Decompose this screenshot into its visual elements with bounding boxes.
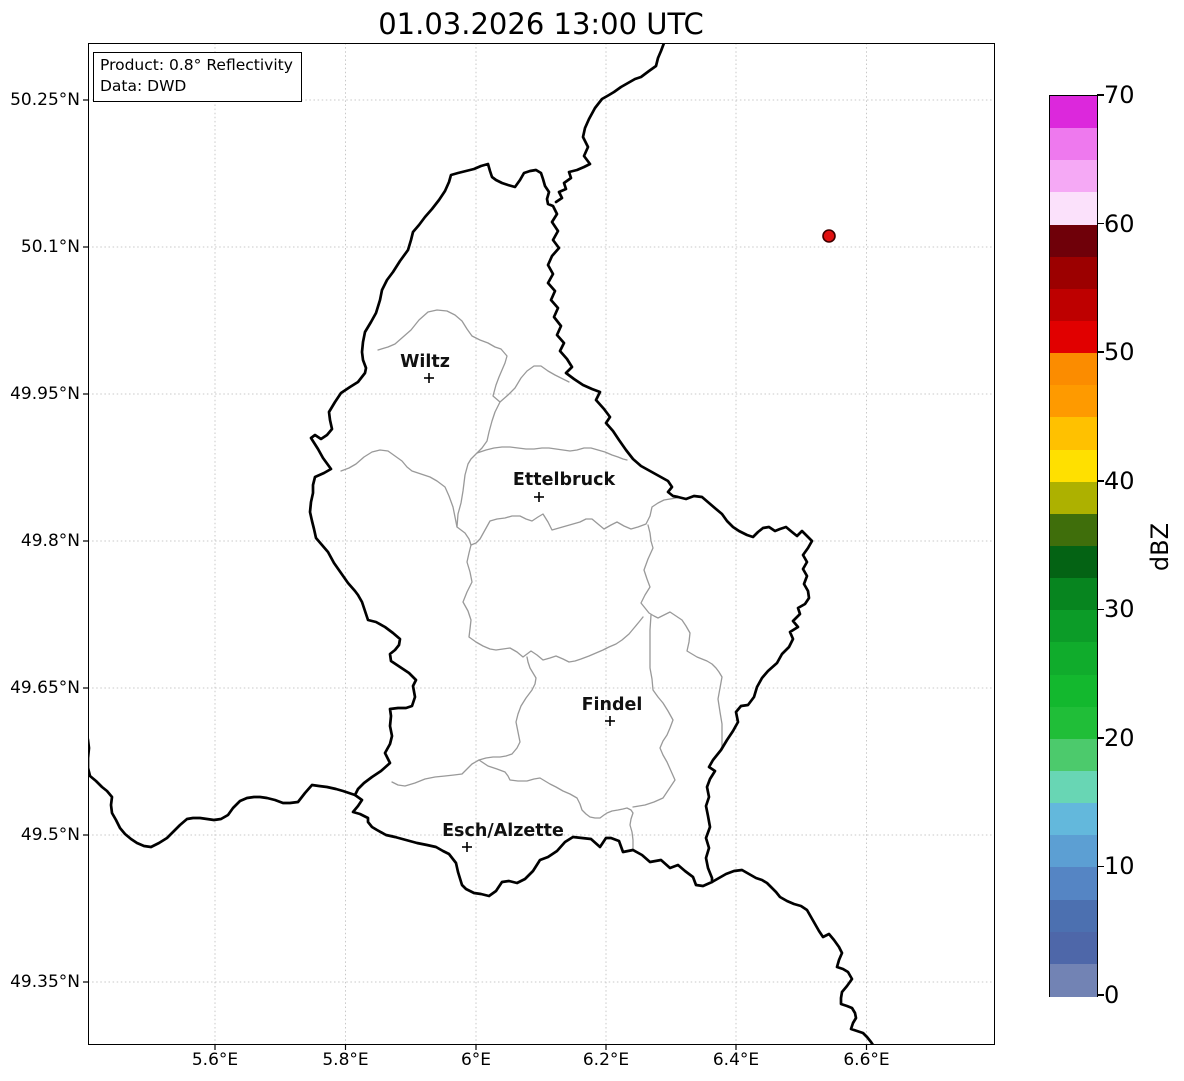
colorbar-segment bbox=[1050, 963, 1097, 997]
colorbar-tick-label: 50 bbox=[1104, 338, 1135, 367]
y-axis-tick-label: 49.95°N bbox=[10, 384, 80, 404]
canton-border bbox=[340, 449, 677, 546]
plot-title: 01.03.2026 13:00 UTC bbox=[378, 7, 704, 41]
colorbar-segment bbox=[1050, 353, 1097, 386]
y-axis-tick-label: 49.5°N bbox=[20, 825, 80, 845]
colorbar-tick-mark bbox=[1097, 865, 1104, 868]
colorbar-segment bbox=[1050, 642, 1097, 676]
canton-border bbox=[476, 446, 628, 461]
x-axis-tick-label: 5.6°E bbox=[191, 1050, 239, 1070]
canton-border bbox=[456, 401, 501, 528]
canton-border bbox=[462, 544, 644, 663]
colorbar-tick-mark bbox=[1097, 994, 1104, 996]
colorbar-segment bbox=[1050, 610, 1097, 644]
x-axis-tick-label: 6.6°E bbox=[843, 1050, 890, 1070]
colorbar-segment bbox=[1050, 481, 1097, 515]
x-axis-tick-label: 5.8°E bbox=[322, 1050, 369, 1070]
canton-border bbox=[640, 524, 723, 749]
colorbar-segment bbox=[1050, 803, 1097, 836]
colorbar-tick-label: 20 bbox=[1104, 723, 1135, 752]
axis-ticks bbox=[83, 99, 868, 1050]
grid-lines bbox=[88, 43, 995, 1045]
y-axis-tick-label: 49.65°N bbox=[10, 678, 80, 698]
france-belgium-border bbox=[88, 734, 357, 849]
city-label: Esch/Alzette bbox=[442, 821, 564, 841]
colorbar-tick-label: 60 bbox=[1104, 209, 1135, 238]
colorbar-segment bbox=[1050, 128, 1097, 161]
colorbar-segment bbox=[1050, 931, 1097, 965]
colorbar-segment bbox=[1050, 899, 1097, 933]
data-source-label: Data: DWD bbox=[100, 77, 187, 96]
canton-borders bbox=[340, 309, 723, 851]
canton-border bbox=[632, 614, 676, 808]
colorbar-segment bbox=[1050, 578, 1097, 611]
canton-border bbox=[377, 309, 570, 403]
belgium-germany-border bbox=[554, 43, 666, 204]
colorbar-segment bbox=[1050, 96, 1097, 129]
colorbar-segment bbox=[1050, 513, 1097, 547]
colorbar-tick-mark bbox=[1097, 351, 1104, 353]
colorbar-segment bbox=[1050, 835, 1097, 869]
x-axis-tick-label: 6°E bbox=[460, 1050, 492, 1070]
x-axis-tick-label: 6.2°E bbox=[582, 1050, 630, 1070]
colorbar-tick-mark bbox=[1097, 94, 1104, 96]
colorbar-segment bbox=[1050, 321, 1097, 354]
colorbar-segment bbox=[1050, 867, 1097, 901]
colorbar-segment bbox=[1050, 256, 1097, 290]
city-markers bbox=[424, 373, 615, 852]
france-germany-border bbox=[710, 868, 875, 1045]
product-info-box: Product: 0.8° Reflectivity Data: DWD bbox=[93, 52, 302, 102]
colorbar-tick-mark bbox=[1097, 608, 1104, 611]
y-axis-tick-label: 50.25°N bbox=[10, 90, 80, 110]
colorbar-segment bbox=[1050, 546, 1097, 579]
colorbar-segment bbox=[1050, 706, 1097, 740]
colorbar-segment bbox=[1050, 192, 1097, 226]
y-axis-tick-label: 49.8°N bbox=[20, 531, 80, 551]
x-axis-tick-label: 6.4°E bbox=[712, 1050, 760, 1070]
y-axis-tick-label: 49.35°N bbox=[10, 972, 80, 992]
colorbar-tick-mark bbox=[1097, 222, 1104, 225]
colorbar-tick-label: 30 bbox=[1104, 595, 1135, 624]
colorbar-tick-label: 70 bbox=[1104, 81, 1135, 109]
colorbar-tick-mark bbox=[1097, 480, 1104, 482]
colorbar-tick-mark bbox=[1097, 737, 1104, 739]
colorbar-axis-label: dBZ bbox=[1146, 522, 1174, 572]
colorbar-tick-label: 40 bbox=[1104, 466, 1135, 495]
colorbar-segment bbox=[1050, 449, 1097, 483]
product-label: Product: 0.8° Reflectivity bbox=[100, 56, 293, 74]
colorbar-segment bbox=[1050, 224, 1097, 258]
canton-border bbox=[391, 656, 537, 787]
colorbar-segment bbox=[1050, 771, 1097, 804]
radar-site-group bbox=[822, 229, 836, 243]
country-borders bbox=[88, 43, 875, 1045]
colorbar-segment bbox=[1050, 288, 1097, 322]
colorbar-tick-label: 10 bbox=[1104, 852, 1135, 881]
colorbar-segment bbox=[1050, 674, 1097, 708]
city-label: Wiltz bbox=[400, 352, 450, 372]
luxembourg-border bbox=[308, 162, 814, 898]
colorbar-segment bbox=[1050, 385, 1097, 419]
canton-border bbox=[478, 759, 634, 851]
city-label: Ettelbruck bbox=[512, 470, 616, 490]
colorbar-segment bbox=[1050, 160, 1097, 194]
city-label: Findel bbox=[581, 695, 643, 715]
colorbar bbox=[1049, 95, 1098, 997]
radar-site-dot bbox=[822, 229, 836, 243]
colorbar-tick-label: 0 bbox=[1104, 981, 1120, 1009]
colorbar-segment bbox=[1050, 417, 1097, 451]
colorbar-segment bbox=[1050, 738, 1097, 772]
y-axis-tick-label: 50.1°N bbox=[20, 237, 80, 257]
